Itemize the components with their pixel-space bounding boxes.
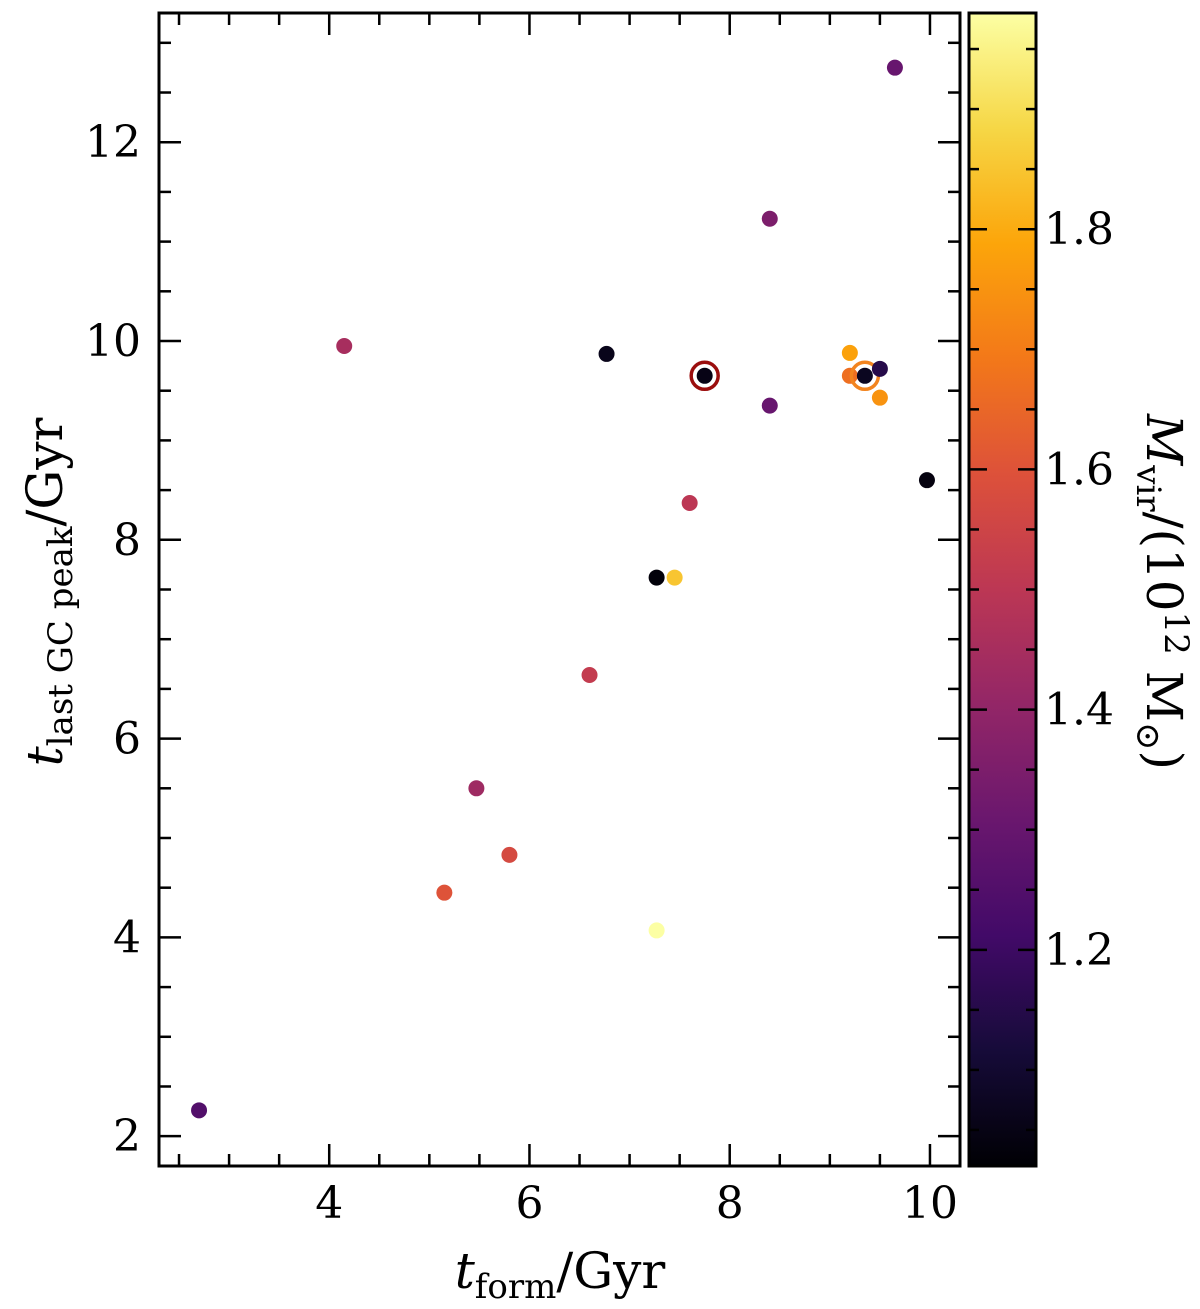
- y-axis-title-sub: last GC peak: [41, 526, 81, 746]
- y-tick-label: 12: [85, 117, 141, 168]
- data-point: [191, 1102, 208, 1119]
- data-point: [856, 367, 873, 384]
- data-point: [918, 472, 935, 489]
- colorbar-tick-label: 1.2: [1044, 925, 1114, 976]
- y-tick-label: 6: [113, 714, 141, 765]
- data-point: [581, 666, 598, 683]
- colorbar-tick-label: 1.4: [1044, 685, 1114, 736]
- highlight-ring: [689, 360, 720, 392]
- data-point: [886, 59, 903, 76]
- data-point: [598, 345, 615, 362]
- colorbar-label-rest3: ): [1135, 750, 1193, 770]
- colorbar-ticks: 1.2 1.4 1.6 1.8: [969, 47, 1114, 1132]
- data-point: [666, 569, 683, 586]
- y-axis-title: tlast GC peak/Gyr: [16, 417, 81, 766]
- y-axis-title-rest: /Gyr: [16, 417, 74, 526]
- plot-frame: [157, 11, 962, 1168]
- x-axis-title-rest: /Gyr: [556, 1242, 665, 1300]
- x-axis-title-sub: form: [475, 1267, 557, 1307]
- data-point: [696, 367, 713, 384]
- colorbar-label-rest1: /(10: [1135, 512, 1193, 612]
- x-tick-label: 4: [315, 1178, 343, 1229]
- y-tick-label: 10: [85, 316, 141, 367]
- data-point: [336, 337, 353, 354]
- colorbar-label-main: M: [1135, 413, 1193, 467]
- data-point: [841, 344, 858, 361]
- x-axis-title-main: t: [455, 1242, 476, 1300]
- colorbar-label-sub2: ⊙: [1128, 722, 1168, 751]
- y-tick-label: 8: [113, 515, 141, 566]
- data-point: [468, 780, 485, 797]
- data-point: [871, 360, 888, 377]
- x-tick-label: 10: [902, 1178, 958, 1229]
- data-point: [681, 495, 698, 512]
- data-point: [648, 922, 665, 939]
- colorbar-tick-label: 1.6: [1044, 444, 1114, 495]
- y-axis-title-main: t: [16, 745, 74, 766]
- colorbar-label-sub: vir: [1128, 464, 1168, 512]
- y-tick-label: 2: [113, 1111, 141, 1162]
- colorbar-label: Mvir/(1012 M⊙): [1128, 413, 1196, 770]
- data-point: [871, 389, 888, 406]
- data-point: [648, 569, 665, 586]
- x-tick-label: 8: [716, 1178, 744, 1229]
- data-point: [761, 397, 778, 414]
- x-axis-title: tform/Gyr: [455, 1242, 666, 1307]
- colorbar-label-sup: 12: [1156, 612, 1196, 655]
- axis-ticks: [159, 13, 960, 1166]
- data-points: [191, 59, 935, 1119]
- data-point: [761, 210, 778, 227]
- colorbar-tick-label: 1.8: [1044, 204, 1114, 255]
- data-point: [501, 846, 518, 863]
- data-point: [436, 884, 453, 901]
- y-tick-label: 4: [113, 912, 141, 963]
- colorbar-label-rest2: M: [1135, 655, 1193, 722]
- x-tick-label: 6: [515, 1178, 543, 1229]
- colorbar: [967, 11, 1038, 1168]
- axis-tick-labels: 4 6 8 10 2 4 6 8 10 12: [85, 117, 958, 1229]
